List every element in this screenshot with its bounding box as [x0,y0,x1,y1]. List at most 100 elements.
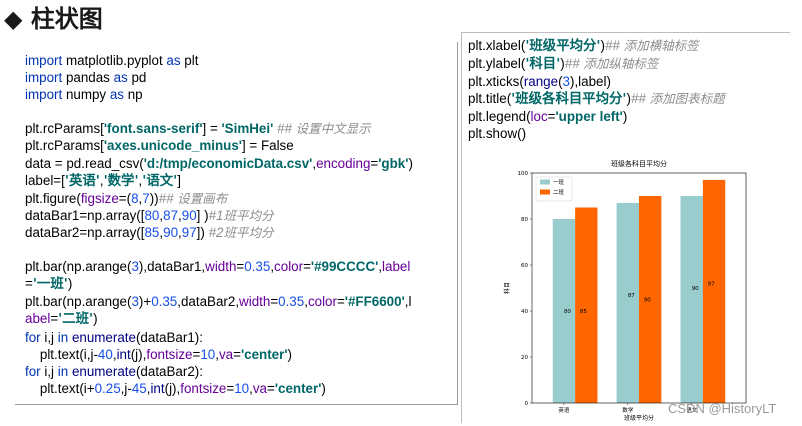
code-token: i,j [40,329,58,345]
code-token: 'SimHei' [221,121,274,137]
bar-value-label: 90 [644,298,651,304]
code-token: 10 [234,380,250,396]
code-token: (dataBar1): [135,329,203,345]
legend-swatch-2 [540,189,550,195]
code-token: 添加纵轴标签 [583,56,659,72]
code-token: , [159,224,164,240]
code-line: plt.text(i,j-40,int(j),fontsize=10,va='c… [25,347,292,362]
code-token: = [50,311,59,327]
y-tick-label: 0 [525,401,529,407]
code-token: enumerate [71,329,136,345]
code-token: abel [25,311,51,327]
code-token: plt.title( [468,91,512,107]
code-token: )) [149,190,159,206]
code-token: 90 [163,224,179,240]
bar-value-label: 85 [580,309,587,315]
code-token: numpy [62,87,110,103]
code-token: '#99CCCC' [310,259,379,275]
code-token: 设置中文显示 [295,121,371,137]
y-tick-label: 100 [518,171,529,177]
code-token: 0.25 [94,380,121,396]
y-tick-label: 80 [521,217,528,223]
legend-label: 二班 [553,188,565,196]
code-token: ,l [404,294,412,310]
code-line: import pandas as pd [25,70,146,85]
bar-1-2 [616,202,639,403]
code-token: loc [530,109,548,125]
bar-value-label: 97 [708,281,715,287]
code-token: (dataBar2): [135,363,203,379]
code-token: , [99,172,104,188]
code-token: ) [287,346,292,362]
y-tick-label: 20 [521,355,528,361]
code-token: ## [277,121,296,137]
code-line: plt.rcParams['font.sans-serif'] = 'SimHe… [25,121,371,136]
code-token: np [124,87,143,103]
bar-value-label: 90 [692,286,699,292]
code-token: as [109,87,125,103]
code-token: '二班' [58,312,94,328]
code-token: ## [604,38,624,53]
code-token: ) [321,380,326,396]
code-token: plt.text(i+ [25,380,95,396]
code-token: enumerate [71,363,136,379]
code-token: fontsize [146,346,193,362]
x-tick-label: 数学 [622,406,634,414]
code-token: plt.xticks( [468,74,524,90]
y-tick-label: 40 [521,309,528,315]
slide-title: ◆ 柱状图 [4,5,103,33]
code-token: 3 [131,259,139,275]
code-line: plt.ylabel('科目')## 添加纵轴标签 [468,56,659,72]
code-token: 90 [181,207,197,223]
code-line: for i,j in enumerate(dataBar1): [25,330,203,345]
code-token: color [307,294,337,310]
code-token: plt.legend( [468,109,531,125]
code-token: 0.35 [278,294,305,310]
code-token: in [57,363,69,379]
code-token: i,j [40,363,58,379]
code-token: ] [177,172,181,188]
code-line: label=['英语','数学','语文'] [25,172,181,189]
bar-1-3 [680,196,703,403]
code-token: label=[ [25,172,65,188]
code-line: ='一班') [25,276,72,292]
code-token: plt.rcParams[ [25,121,104,137]
code-token: 3 [562,74,570,90]
code-token: import [25,87,63,103]
code-token: ) [626,91,631,107]
bar-2-2 [639,196,662,403]
code-token: , [159,207,164,223]
code-token: ) [408,155,413,171]
code-token: (j), [130,346,147,362]
code-token: ## [564,56,584,72]
code-line: dataBar2=np.array([85,90,97]) #2班平均分 [25,225,274,240]
code-token: =( [118,190,132,206]
code-token: plt.figure( [25,190,81,206]
code-token: ] = [202,121,222,137]
code-token: , [138,172,143,188]
code-token: = [547,109,556,125]
code-block-left: import matplotlib.pyplot as plt import p… [25,52,413,397]
code-line: dataBar1=np.array([80,87,90] )#1班平均分 [25,208,274,223]
code-token: 'axes.unicode_minus' [103,138,242,154]
code-token: pandas [62,70,114,86]
code-token: , [270,259,275,275]
code-token: = [226,380,235,396]
code-line: import numpy as np [25,87,143,102]
code-token: dataBar2=np.array([ [25,224,145,240]
code-token: , [112,346,117,362]
code-token: plt.text(i,j- [25,346,98,362]
code-line: plt.title('班级各科目平均分')## 添加图表标题 [468,91,725,107]
code-token: ) [622,109,628,125]
bar-1-1 [552,219,576,403]
code-token: , [378,259,383,275]
code-token: plt.rcParams[ [25,138,104,154]
code-token: , [178,207,182,223]
watermark: CSDN @HistoryLT [668,401,777,416]
code-token: va [218,346,234,362]
code-token: 班平均分 [223,207,274,223]
code-token: ),label) [569,74,611,90]
code-token: ] ) [196,207,209,223]
code-token: as [113,70,128,86]
code-token: ,dataBar2, [177,294,240,310]
